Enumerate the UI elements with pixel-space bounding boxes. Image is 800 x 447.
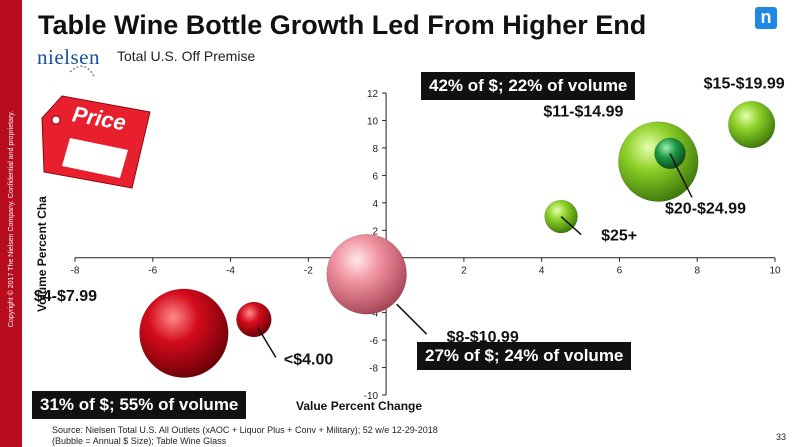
bubble-label: <$4.00 xyxy=(284,352,333,369)
bubble-label: $11-$14.99 xyxy=(543,104,623,121)
source-footer: Source: Nielsen Total U.S. All Outlets (… xyxy=(52,425,438,447)
source-line-2: (Bubble = Annual $ Size); Table Wine Gla… xyxy=(52,436,227,446)
page-title: Table Wine Bottle Growth Led From Higher… xyxy=(38,10,647,40)
bubble-8-10-99 xyxy=(326,234,407,315)
y-tick-label: 2 xyxy=(373,226,379,237)
nielsen-n-icon: n xyxy=(755,7,777,29)
leader-line xyxy=(257,327,277,358)
page-number: 33 xyxy=(776,432,787,442)
y-axis-label: Volume Percent Cha xyxy=(35,196,49,312)
callout-middle: 27% of $; 24% of volume xyxy=(417,342,632,370)
leader-line xyxy=(396,303,428,335)
x-tick-label: 10 xyxy=(769,266,781,277)
y-tick-label: -8 xyxy=(369,364,378,375)
x-axis-label: Value Percent Change xyxy=(296,399,422,413)
leader-line xyxy=(560,215,582,236)
y-tick-label: 4 xyxy=(373,199,379,210)
leader-line xyxy=(669,153,693,198)
bubble-4-7-99 xyxy=(139,288,229,378)
x-tick-label: -4 xyxy=(226,266,235,277)
x-tick-label: 6 xyxy=(617,266,623,277)
y-tick-label: 10 xyxy=(367,116,379,127)
bubble-label: $15-$19.99 xyxy=(704,76,785,93)
y-tick-label: -6 xyxy=(369,336,378,347)
x-tick-label: -8 xyxy=(71,266,80,277)
bubble-15-19-99 xyxy=(728,101,776,149)
chart-point-labels: $15-$19.99 $11-$14.99 $20-$24.99 $25+ $8-$10… xyxy=(34,76,785,369)
y-tick-label: -10 xyxy=(364,391,379,402)
source-line-1: Source: Nielsen Total U.S. All Outlets (… xyxy=(52,425,438,435)
price-tag-icon: Price xyxy=(41,65,151,189)
side-strip: Copyright © 2017 The Nielsen Company. Co… xyxy=(0,0,22,447)
x-tick-label: -6 xyxy=(148,266,157,277)
bubble-label: $25+ xyxy=(601,228,637,245)
x-tick-label: -2 xyxy=(304,266,313,277)
x-tick-label: 8 xyxy=(694,266,700,277)
x-tick-label: 4 xyxy=(539,266,545,277)
bubble-label: $20-$24.99 xyxy=(665,200,746,217)
bubble-4-00 xyxy=(236,301,272,338)
callout-top: 42% of $; 22% of volume xyxy=(421,72,636,100)
y-tick-label: -4 xyxy=(369,309,378,320)
y-tick-label: 12 xyxy=(367,89,379,100)
chart-bubbles xyxy=(139,101,776,378)
page-subtitle: Total U.S. Off Premise xyxy=(117,48,256,64)
callout-bottom: 31% of $; 55% of volume xyxy=(32,391,247,419)
nielsen-logo: nielsen xyxy=(37,45,100,69)
bubble-label: $8-$10.99 xyxy=(447,329,519,346)
y-tick-label: 8 xyxy=(373,144,379,155)
x-tick-label: 2 xyxy=(461,266,467,277)
y-tick-label: 6 xyxy=(373,171,379,182)
bubble-label: $4-$7.99 xyxy=(34,288,97,305)
